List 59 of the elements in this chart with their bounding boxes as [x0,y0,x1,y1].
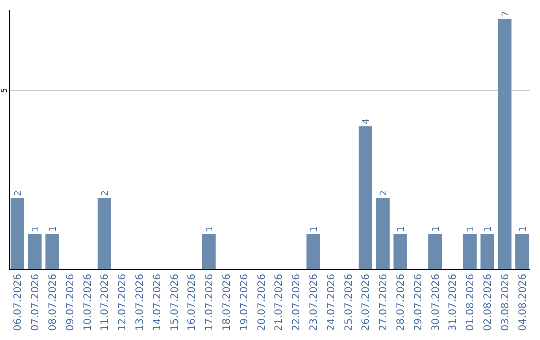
data-label: 1 [484,226,494,232]
x-tick-label: 26.07.2026 [361,274,372,332]
bar [516,234,530,270]
x-tick-label: 16.07.2026 [187,274,198,332]
data-label: 7 [501,11,512,17]
x-tick-label: 15.07.2026 [170,274,181,332]
data-label: 4 [362,118,372,125]
x-tick-label: 17.07.2026 [204,274,216,332]
y-tick-label: 5 [0,88,9,94]
bar [394,234,408,270]
data-label: 1 [310,226,320,232]
bar [358,126,373,270]
data-label: 2 [101,190,112,196]
bar [463,234,477,270]
x-tick-label: 22.07.2026 [292,274,303,332]
x-tick-label: 25.07.2026 [344,274,355,332]
x-tick-label: 19.07.2026 [239,274,250,332]
x-tick-label: 20.07.2026 [256,274,268,332]
x-tick-label: 24.07.2026 [326,274,338,332]
x-tick-label: 03.08.2026 [500,274,512,332]
bar [498,18,512,270]
x-tick-label: 09.07.2026 [65,274,76,332]
bar [376,198,390,270]
x-tick-label: 02.08.2026 [483,274,494,332]
x-tick-label: 07.07.2026 [30,274,42,332]
x-tick-label: 31.07.2026 [448,274,460,332]
bar [480,234,494,270]
x-tick-label: 21.07.2026 [274,274,286,332]
x-tick-label: 14.07.2026 [152,274,164,332]
data-label: 1 [397,226,408,232]
bar [28,234,42,270]
bar [306,234,320,270]
x-tick-label: 01.08.2026 [466,274,477,332]
bar [202,234,216,270]
x-tick-label: 18.07.2026 [222,274,233,332]
data-label: 1 [48,226,59,232]
x-tick-label: 12.07.2026 [118,274,129,332]
bar [98,198,112,270]
data-label: 2 [380,190,390,196]
data-label: 1 [518,226,529,232]
bar [46,234,60,270]
x-tick-label: 06.07.2026 [13,274,24,332]
x-tick-label: 10.07.2026 [82,274,94,332]
x-tick-label: 23.07.2026 [309,274,320,332]
data-label: 1 [32,226,42,232]
x-tick-label: 11.07.2026 [100,274,112,332]
bar [428,234,442,270]
bar [10,198,24,270]
x-tick-label: 27.07.2026 [378,274,390,332]
x-tick-label: 30.07.2026 [430,274,442,332]
data-label: 1 [432,226,442,232]
data-label: 1 [466,226,477,232]
x-tick-label: 04.08.2026 [518,274,529,332]
data-label: 2 [14,190,24,196]
data-label: 1 [206,226,216,232]
x-tick-label: 08.07.2026 [48,274,59,332]
x-tick-label: 29.07.2026 [413,274,424,332]
x-tick-label: 28.07.2026 [396,274,408,332]
x-tick-label: 13.07.2026 [134,274,146,332]
